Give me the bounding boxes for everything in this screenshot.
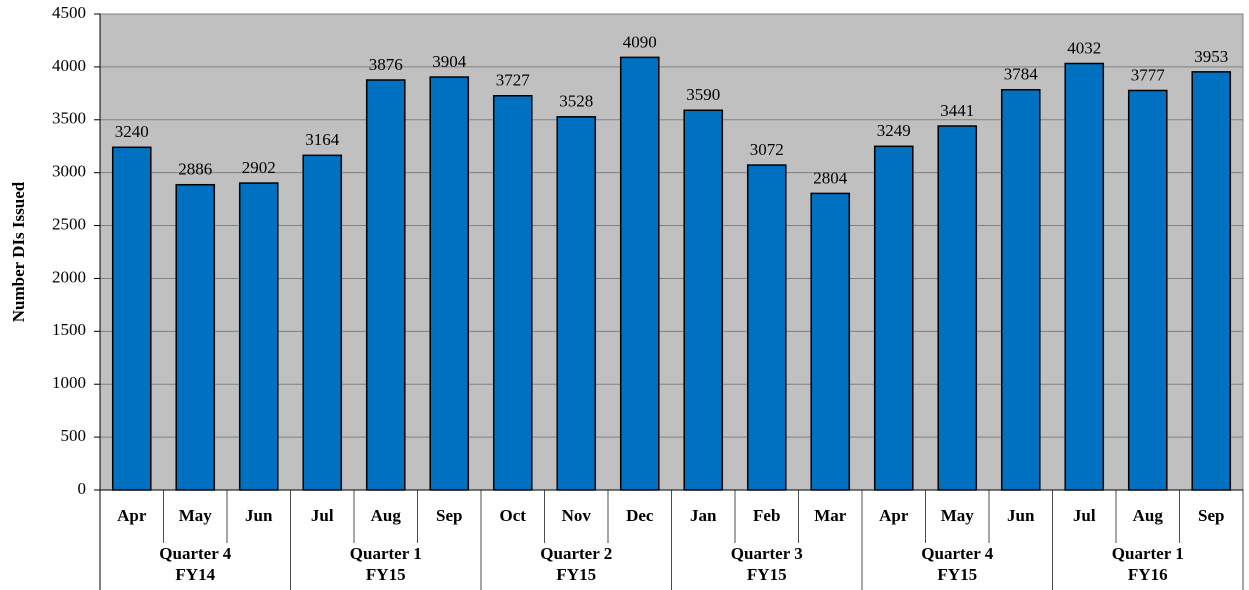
x-tick-label: Jul	[1073, 506, 1096, 525]
x-tick-label: Aug	[1133, 506, 1164, 525]
group-label: FY15	[937, 565, 977, 584]
bar	[1064, 62, 1105, 491]
data-label: 3441	[940, 101, 974, 120]
group-label: Quarter 3	[731, 544, 803, 563]
x-tick-label: Feb	[753, 506, 780, 525]
group-label: Quarter 1	[1112, 544, 1184, 563]
data-label: 3240	[115, 122, 149, 141]
bar	[238, 182, 279, 491]
group-label: FY14	[175, 565, 215, 584]
x-tick-label: Oct	[500, 506, 527, 525]
data-label: 3784	[1004, 65, 1039, 84]
x-tick-label: Dec	[626, 506, 654, 525]
x-tick-label: May	[941, 506, 975, 525]
group-label: Quarter 4	[921, 544, 993, 563]
bar	[683, 109, 724, 491]
y-tick-label: 2500	[52, 214, 86, 233]
data-label: 3876	[369, 55, 403, 74]
y-tick-label: 2000	[52, 267, 86, 286]
bar	[873, 145, 914, 491]
y-tick-label: 3500	[52, 109, 86, 128]
x-tick-label: Apr	[117, 506, 147, 525]
data-label: 3072	[750, 140, 784, 159]
data-label: 4032	[1067, 38, 1101, 57]
data-label: 3777	[1131, 65, 1166, 84]
data-label: 2804	[813, 168, 848, 187]
x-tick-label: Nov	[562, 506, 592, 525]
bar	[746, 164, 787, 491]
x-tick-label: Sep	[1198, 506, 1224, 525]
bar	[937, 125, 978, 491]
data-label: 2902	[242, 158, 276, 177]
y-tick-label: 3000	[52, 162, 86, 181]
group-label: Quarter 1	[350, 544, 422, 563]
y-tick-label: 1000	[52, 373, 86, 392]
y-tick-label: 500	[61, 426, 87, 445]
group-label: FY15	[747, 565, 787, 584]
bar	[111, 146, 152, 491]
y-tick-label: 4500	[52, 3, 86, 22]
data-label: 3904	[432, 52, 467, 71]
bar	[810, 192, 851, 491]
group-label: FY15	[556, 565, 596, 584]
y-tick-label: 4000	[52, 56, 86, 75]
y-tick-label: 1500	[52, 320, 86, 339]
bar	[492, 95, 533, 491]
data-label: 2886	[178, 160, 212, 179]
bar	[429, 76, 470, 491]
plot-area	[99, 13, 1244, 491]
bar	[1191, 71, 1232, 491]
data-label: 4090	[623, 32, 657, 51]
x-tick-label: Mar	[814, 506, 847, 525]
x-tick-label: Jul	[311, 506, 334, 525]
group-label: Quarter 4	[159, 544, 231, 563]
bar	[1000, 88, 1041, 491]
x-tick-label: Jan	[690, 506, 717, 525]
data-label: 3590	[686, 85, 720, 104]
x-tick-label: Apr	[879, 506, 909, 525]
data-label: 3727	[496, 71, 531, 90]
bar	[365, 79, 406, 491]
group-label: Quarter 2	[540, 544, 612, 563]
group-label: FY15	[366, 565, 406, 584]
data-label: 3528	[559, 92, 593, 111]
bar	[175, 183, 216, 491]
x-tick-label: Jun	[1007, 506, 1035, 525]
bar	[1127, 89, 1168, 491]
bar	[619, 56, 660, 491]
y-tick-label: 0	[78, 479, 87, 498]
y-axis-label: Number DIs Issued	[9, 181, 28, 322]
data-label: 3164	[305, 130, 340, 149]
x-tick-label: Aug	[371, 506, 402, 525]
bar	[302, 154, 343, 491]
x-tick-label: May	[179, 506, 213, 525]
group-label: FY16	[1128, 565, 1168, 584]
bar	[556, 116, 597, 491]
data-label: 3953	[1194, 47, 1228, 66]
x-tick-label: Jun	[245, 506, 273, 525]
x-tick-label: Sep	[436, 506, 462, 525]
data-label: 3249	[877, 121, 911, 140]
